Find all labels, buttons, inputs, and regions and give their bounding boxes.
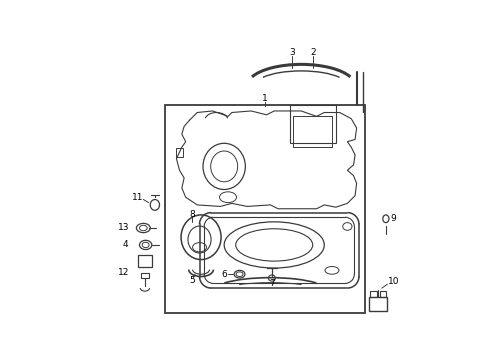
Bar xyxy=(369,297,388,311)
Text: 7: 7 xyxy=(269,279,275,288)
Bar xyxy=(294,116,332,147)
Bar xyxy=(141,273,149,278)
Bar xyxy=(176,148,183,157)
Text: 9: 9 xyxy=(391,214,396,223)
Text: 4: 4 xyxy=(123,240,128,249)
Bar xyxy=(165,105,365,313)
Text: 10: 10 xyxy=(388,278,399,287)
Text: 6: 6 xyxy=(221,270,227,279)
Text: 13: 13 xyxy=(118,224,130,233)
Text: 3: 3 xyxy=(289,48,295,57)
Text: 1: 1 xyxy=(262,94,268,103)
Text: 2: 2 xyxy=(310,48,316,57)
Bar xyxy=(380,291,386,297)
Bar xyxy=(290,105,336,143)
Bar xyxy=(370,291,377,297)
Text: 5: 5 xyxy=(189,276,195,285)
Text: 11: 11 xyxy=(132,193,144,202)
Text: 8: 8 xyxy=(189,210,195,219)
Bar xyxy=(138,255,152,266)
Text: 12: 12 xyxy=(119,268,130,277)
